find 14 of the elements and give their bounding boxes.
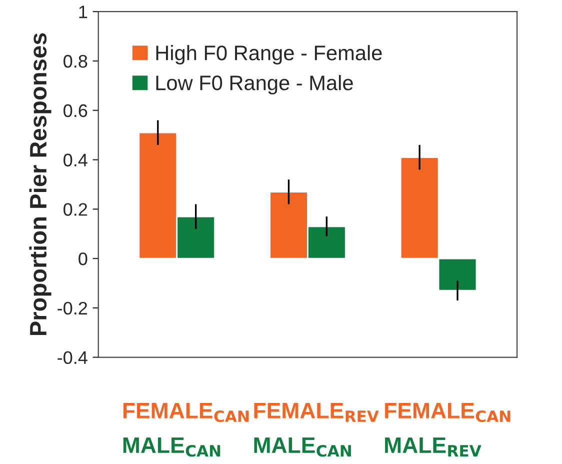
category-label: FEMALE$_{CAN}$ MALE$_{REV}$ <box>385 402 510 456</box>
legend-label: High F0 Range - Female <box>156 45 382 64</box>
y-tick-label: -0.2 <box>58 302 88 315</box>
category-label: FEMALE$_{REV}$ MALE$_{CAN}$ <box>254 402 379 457</box>
y-tick-label: 0.2 <box>64 203 88 216</box>
y-tick-label: 0 <box>78 252 88 266</box>
y-tick-label: 0.4 <box>64 154 88 166</box>
legend-label: Low F0 Range - Male <box>156 74 353 94</box>
y-tick-label: 0.8 <box>64 54 88 68</box>
category-label: FEMALE$_{CAN}$ MALE$_{CAN}$ <box>123 402 249 457</box>
y-tick-label: -0.4 <box>58 351 88 364</box>
y-axis-title: Proportion Pier Responses <box>29 33 52 336</box>
y-tick-label: 0.6 <box>64 104 88 118</box>
y-tick-label: 1 <box>79 6 88 18</box>
